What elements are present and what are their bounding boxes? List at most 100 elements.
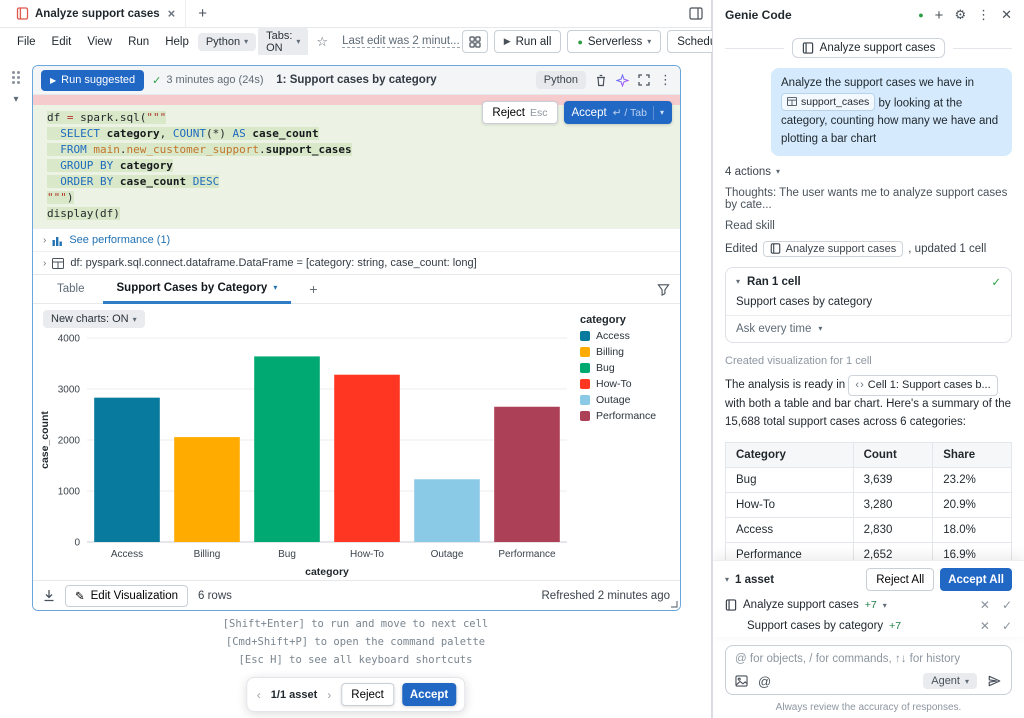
tab-table[interactable]: Table xyxy=(57,283,85,295)
notebook-tab[interactable]: Analyze support cases × xyxy=(8,0,187,27)
user-message: Analyze the support cases we have in sup… xyxy=(771,68,1012,156)
settings-gear-icon[interactable]: ⚙ xyxy=(954,7,967,22)
collapse-assets-icon[interactable]: ▾ xyxy=(725,575,730,584)
last-edit-status[interactable]: Last edit was 2 minut... xyxy=(342,35,460,48)
legend-item[interactable]: Bug xyxy=(580,362,676,374)
code-line[interactable]: FROM main.new_customer_support.support_c… xyxy=(33,142,680,158)
menu-file[interactable]: File xyxy=(17,35,36,48)
language-selector[interactable]: Python ▾ xyxy=(197,32,257,51)
send-icon[interactable] xyxy=(987,674,1002,688)
menu-run[interactable]: Run xyxy=(128,35,150,48)
accept-all-button[interactable]: Accept All xyxy=(940,568,1012,591)
attach-image-icon[interactable] xyxy=(735,675,748,687)
bar-billing[interactable] xyxy=(174,437,240,542)
code-line[interactable]: display(df) xyxy=(47,207,120,220)
table-row: Performance 2,652 16.9% xyxy=(725,541,1012,560)
legend-item[interactable]: Access xyxy=(580,330,676,342)
notebook-icon xyxy=(802,42,813,54)
code-line[interactable]: GROUP BY category xyxy=(33,158,680,174)
cell-language-badge[interactable]: Python xyxy=(535,71,586,89)
accept-cell-icon[interactable]: ✓ xyxy=(1001,619,1012,633)
right-panel-toggle-icon[interactable] xyxy=(689,7,703,20)
chat-input[interactable] xyxy=(735,653,1002,665)
dataframe-row[interactable]: › df: pyspark.sql.connect.dataframe.Data… xyxy=(33,251,680,274)
code-line[interactable]: df = spark.sql(""" xyxy=(47,111,167,124)
bar-access[interactable] xyxy=(94,397,160,542)
code-editor[interactable]: Reject Esc Accept ↵ / Tab ▾ df = spark.sql(… xyxy=(33,101,680,228)
collapse-cell-icon[interactable]: ▾ xyxy=(13,94,19,105)
reject-all-button[interactable]: Reject All xyxy=(866,568,935,591)
favorite-star-icon[interactable]: ☆ xyxy=(316,33,329,49)
drag-handle-icon[interactable] xyxy=(12,71,20,84)
chart-resize-handle[interactable] xyxy=(668,598,678,608)
accept-asset-icon[interactable]: ✓ xyxy=(1001,598,1012,612)
code-line[interactable]: """) xyxy=(47,191,74,204)
cell-reference-chip[interactable]: ‹ › Cell 1: Support cases b... xyxy=(848,374,998,396)
code-line[interactable]: SELECT category, COUNT(*) AS case_count xyxy=(33,126,680,142)
expand-caret-icon[interactable]: › xyxy=(43,234,47,246)
new-tab-button[interactable]: + xyxy=(198,5,207,22)
new-chat-icon[interactable]: + xyxy=(934,6,944,24)
legend-item[interactable]: How-To xyxy=(580,378,676,390)
menu-edit[interactable]: Edit xyxy=(51,35,72,48)
edited-notebook-chip[interactable]: Analyze support cases xyxy=(762,240,904,257)
bar-chart[interactable]: 0 1000 2000 3000 4000 Access Billing Bug How-To O… xyxy=(37,328,577,580)
legend-item[interactable]: Outage xyxy=(580,394,676,406)
code-line[interactable]: ORDER BY case_count DESC xyxy=(33,174,680,190)
filter-icon[interactable] xyxy=(657,283,670,296)
assistant-sparkle-icon[interactable] xyxy=(616,73,629,87)
notebook-cell[interactable]: ▶ Run suggested ✓ 3 minutes ago (24s) 1: S… xyxy=(32,65,681,611)
run-all-button[interactable]: ▶ Run all xyxy=(493,30,562,53)
pencil-icon: ✎ xyxy=(75,590,85,603)
run-suggested-button[interactable]: ▶ Run suggested xyxy=(41,69,145,91)
accept-asset-button[interactable]: Accept xyxy=(401,683,457,706)
expand-caret-icon[interactable]: › xyxy=(43,257,47,269)
menu-help[interactable]: Help xyxy=(165,35,189,48)
svg-text:2000: 2000 xyxy=(58,436,81,447)
legend-item[interactable]: Billing xyxy=(580,346,676,358)
chat-input-box[interactable]: @ Agent▾ xyxy=(725,645,1012,695)
add-visualization-button[interactable]: + xyxy=(309,281,318,297)
close-panel-icon[interactable]: ✕ xyxy=(1001,7,1012,22)
asset-row[interactable]: Analyze support cases +7 ▾ ✕ ✓ xyxy=(725,598,1012,612)
mention-icon[interactable]: @ xyxy=(758,673,772,689)
assistant-menu-icon[interactable]: ⋮ xyxy=(977,7,991,22)
tab-close-icon[interactable]: × xyxy=(167,6,176,21)
asset-sub-row[interactable]: Support cases by category +7 ✕ ✓ xyxy=(747,619,1012,633)
bar-outage[interactable] xyxy=(414,479,480,542)
edit-visualization-button[interactable]: ✎ Edit Visualization xyxy=(65,584,189,607)
reject-button[interactable]: Reject Esc xyxy=(482,101,558,124)
new-charts-toggle[interactable]: New charts: ON ▾ xyxy=(43,310,145,328)
dashboard-grid-button[interactable] xyxy=(461,30,488,53)
accept-button[interactable]: Accept ↵ / Tab ▾ xyxy=(563,101,672,124)
delete-cell-icon[interactable] xyxy=(595,74,607,87)
legend-item[interactable]: Performance xyxy=(580,410,676,422)
see-performance-link[interactable]: See performance (1) xyxy=(69,234,171,246)
table-reference-chip[interactable]: support_cases xyxy=(781,92,876,112)
actions-toggle[interactable]: 4 actions ▾ xyxy=(725,165,781,178)
agent-mode-selector[interactable]: Agent ▾ xyxy=(923,673,977,689)
bar-bug[interactable] xyxy=(254,356,320,542)
tab-chart[interactable]: Support Cases by Category ▾ xyxy=(102,274,292,304)
next-asset-icon[interactable]: › xyxy=(327,687,332,702)
cell-menu-icon[interactable]: ⋮ xyxy=(659,72,672,87)
context-notebook-chip[interactable]: Analyze support cases xyxy=(791,38,946,58)
download-results-icon[interactable] xyxy=(43,589,55,602)
performance-row[interactable]: › See performance (1) xyxy=(33,228,680,251)
tabs-toggle[interactable]: Tabs: ON ▾ xyxy=(258,26,309,57)
bar-how-to[interactable] xyxy=(334,374,400,542)
ask-every-time-dropdown[interactable]: Ask every time ▾ xyxy=(726,314,1011,342)
prev-asset-icon[interactable]: ‹ xyxy=(256,687,261,702)
reject-cell-icon[interactable]: ✕ xyxy=(979,619,990,633)
expand-cell-icon[interactable] xyxy=(638,74,650,86)
svg-text:Bug: Bug xyxy=(278,549,296,560)
reject-asset-icon[interactable]: ✕ xyxy=(979,598,990,612)
run-card-header[interactable]: ▾ Ran 1 cell ✓ xyxy=(736,275,1001,289)
assets-count: 1 asset xyxy=(735,573,775,586)
reject-asset-button[interactable]: Reject xyxy=(341,683,394,706)
play-icon: ▶ xyxy=(503,36,511,46)
compute-selector[interactable]: ● Serverless ▾ xyxy=(567,30,662,53)
menu-view[interactable]: View xyxy=(87,35,113,48)
bar-performance[interactable] xyxy=(494,406,560,542)
dataframe-summary: df: pyspark.sql.connect.dataframe.DataFr… xyxy=(70,257,477,269)
